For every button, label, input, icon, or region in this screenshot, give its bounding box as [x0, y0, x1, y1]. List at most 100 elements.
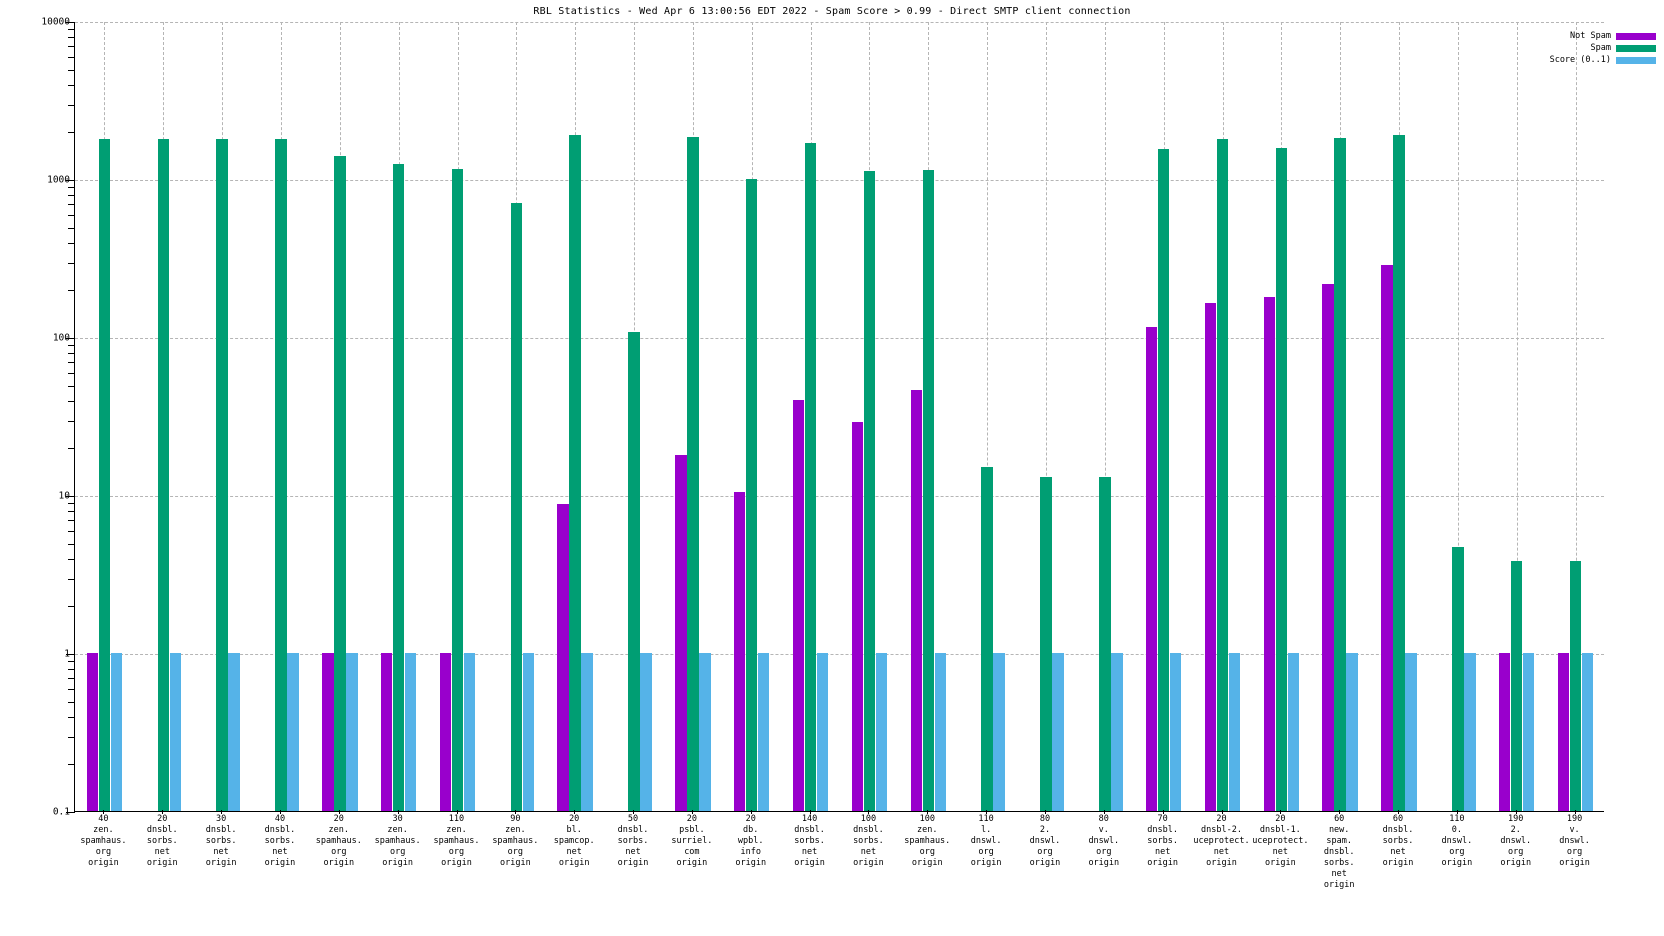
bar-score[interactable]: [1346, 653, 1358, 811]
bar-score[interactable]: [757, 653, 770, 811]
x-axis-tick-label: 50 dnsbl. sorbs. net origin: [617, 814, 649, 868]
bar-spam[interactable]: [687, 136, 699, 811]
bar-not-spam[interactable]: [792, 399, 805, 811]
bar-not-spam[interactable]: [851, 421, 864, 811]
bar-spam[interactable]: [1510, 561, 1523, 811]
bar-spam[interactable]: [922, 170, 935, 811]
x-axis-labels: 40 zen. spamhaus. org origin 20 dnsbl. so…: [74, 810, 1604, 936]
bar-score[interactable]: [522, 653, 535, 811]
bar-not-spam[interactable]: [733, 491, 746, 811]
bar-spam[interactable]: [1393, 134, 1405, 811]
bar-spam[interactable]: [1216, 138, 1229, 811]
bar-not-spam[interactable]: [1263, 296, 1276, 811]
y-axis-minor-tick: [68, 29, 75, 31]
x-axis-tick-label: 70 dnsbl. sorbs. net origin: [1147, 814, 1178, 868]
vertical-gridline: [1457, 22, 1459, 811]
bar-spam[interactable]: [510, 203, 523, 811]
legend-spam[interactable]: Spam: [1486, 42, 1656, 54]
bar-spam[interactable]: [216, 138, 228, 811]
x-axis-tick-label: 110 l. dnswl. org origin: [970, 814, 1002, 868]
bar-spam[interactable]: [451, 169, 464, 811]
bar-score[interactable]: [287, 653, 299, 811]
bar-score[interactable]: [1522, 653, 1535, 811]
bar-not-spam[interactable]: [380, 653, 393, 811]
bar-spam[interactable]: [275, 138, 287, 811]
bar-not-spam[interactable]: [86, 653, 99, 811]
bar-not-spam[interactable]: [322, 653, 334, 811]
bar-score[interactable]: [1405, 653, 1417, 811]
bar-score[interactable]: [581, 653, 593, 811]
bar-not-spam[interactable]: [1145, 327, 1158, 811]
bar-score[interactable]: [1464, 653, 1476, 811]
bar-spam[interactable]: [569, 134, 581, 811]
y-axis-tick: [66, 496, 75, 497]
bar-spam[interactable]: [863, 171, 876, 811]
bar-not-spam[interactable]: [1557, 653, 1570, 811]
x-axis-tick-label: 20 dnsbl-1. uceprotect. net origin: [1252, 814, 1309, 868]
bar-spam[interactable]: [1569, 561, 1582, 811]
y-axis-minor-tick: [68, 689, 75, 691]
bar-score[interactable]: [1287, 653, 1300, 811]
bar-spam[interactable]: [1334, 137, 1346, 811]
bar-score[interactable]: [346, 653, 358, 811]
bar-not-spam[interactable]: [675, 454, 687, 811]
bar-not-spam[interactable]: [1381, 265, 1393, 811]
x-axis-tick-label: 190 v. dnswl. org origin: [1559, 814, 1590, 868]
bar-not-spam[interactable]: [439, 653, 452, 811]
bar-spam[interactable]: [1099, 477, 1111, 811]
bar-spam[interactable]: [1275, 148, 1288, 811]
y-axis-minor-tick: [68, 669, 75, 671]
y-axis-minor-tick: [68, 69, 75, 71]
bar-spam[interactable]: [157, 138, 170, 811]
bar-not-spam[interactable]: [1322, 284, 1334, 811]
x-axis-tick-label: 100 zen. spamhaus. org origin: [904, 814, 951, 868]
bar-score[interactable]: [640, 653, 652, 811]
bar-spam[interactable]: [98, 138, 111, 811]
y-axis-minor-tick: [68, 448, 75, 450]
bar-score[interactable]: [228, 653, 240, 811]
bar-score[interactable]: [993, 653, 1005, 811]
bar-score[interactable]: [934, 653, 947, 811]
x-axis-tick-label: 60 dnsbl. sorbs. net origin: [1382, 814, 1414, 868]
y-axis-tick-label: 10000: [41, 16, 70, 28]
bar-not-spam[interactable]: [910, 390, 923, 811]
y-axis-minor-tick: [68, 385, 75, 387]
y-axis-minor-tick: [68, 764, 75, 766]
x-axis-tick: [633, 810, 635, 814]
y-axis-minor-tick: [68, 520, 75, 522]
bar-spam[interactable]: [334, 155, 346, 811]
bar-spam[interactable]: [804, 142, 817, 811]
bar-score[interactable]: [463, 653, 476, 811]
bar-score[interactable]: [110, 653, 123, 811]
bar-score[interactable]: [1111, 653, 1123, 811]
bar-spam[interactable]: [981, 467, 993, 811]
y-axis-minor-tick: [68, 290, 75, 292]
bar-not-spam[interactable]: [1204, 302, 1217, 811]
bar-spam[interactable]: [1452, 546, 1464, 811]
y-axis-minor-tick: [68, 215, 75, 217]
x-axis-tick: [691, 810, 693, 814]
bar-spam[interactable]: [628, 332, 640, 811]
bar-spam[interactable]: [392, 163, 405, 811]
bar-not-spam[interactable]: [557, 503, 569, 811]
x-axis-tick-label: 80 2. dnswl. org origin: [1029, 814, 1061, 868]
bar-score[interactable]: [169, 653, 182, 811]
bar-spam[interactable]: [745, 179, 758, 811]
legend-label: Not Spam: [1570, 31, 1611, 41]
y-axis-tick: [66, 338, 75, 339]
bar-score[interactable]: [1581, 653, 1594, 811]
bar-score[interactable]: [1169, 653, 1182, 811]
legend-score[interactable]: Score (0..1): [1486, 54, 1656, 66]
bar-score[interactable]: [404, 653, 417, 811]
bar-score[interactable]: [816, 653, 829, 811]
gridline: [75, 654, 1604, 655]
vertical-gridline: [1516, 22, 1518, 811]
bar-spam[interactable]: [1157, 148, 1170, 811]
bar-score[interactable]: [699, 653, 711, 811]
bar-spam[interactable]: [1040, 477, 1052, 811]
bar-score[interactable]: [1052, 653, 1064, 811]
bar-score[interactable]: [1228, 653, 1241, 811]
bar-not-spam[interactable]: [1498, 653, 1511, 811]
bar-score[interactable]: [875, 653, 888, 811]
legend-not-spam[interactable]: Not Spam: [1486, 30, 1656, 42]
